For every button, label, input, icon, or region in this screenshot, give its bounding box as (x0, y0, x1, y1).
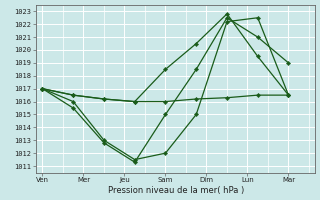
X-axis label: Pression niveau de la mer( hPa ): Pression niveau de la mer( hPa ) (108, 186, 244, 195)
